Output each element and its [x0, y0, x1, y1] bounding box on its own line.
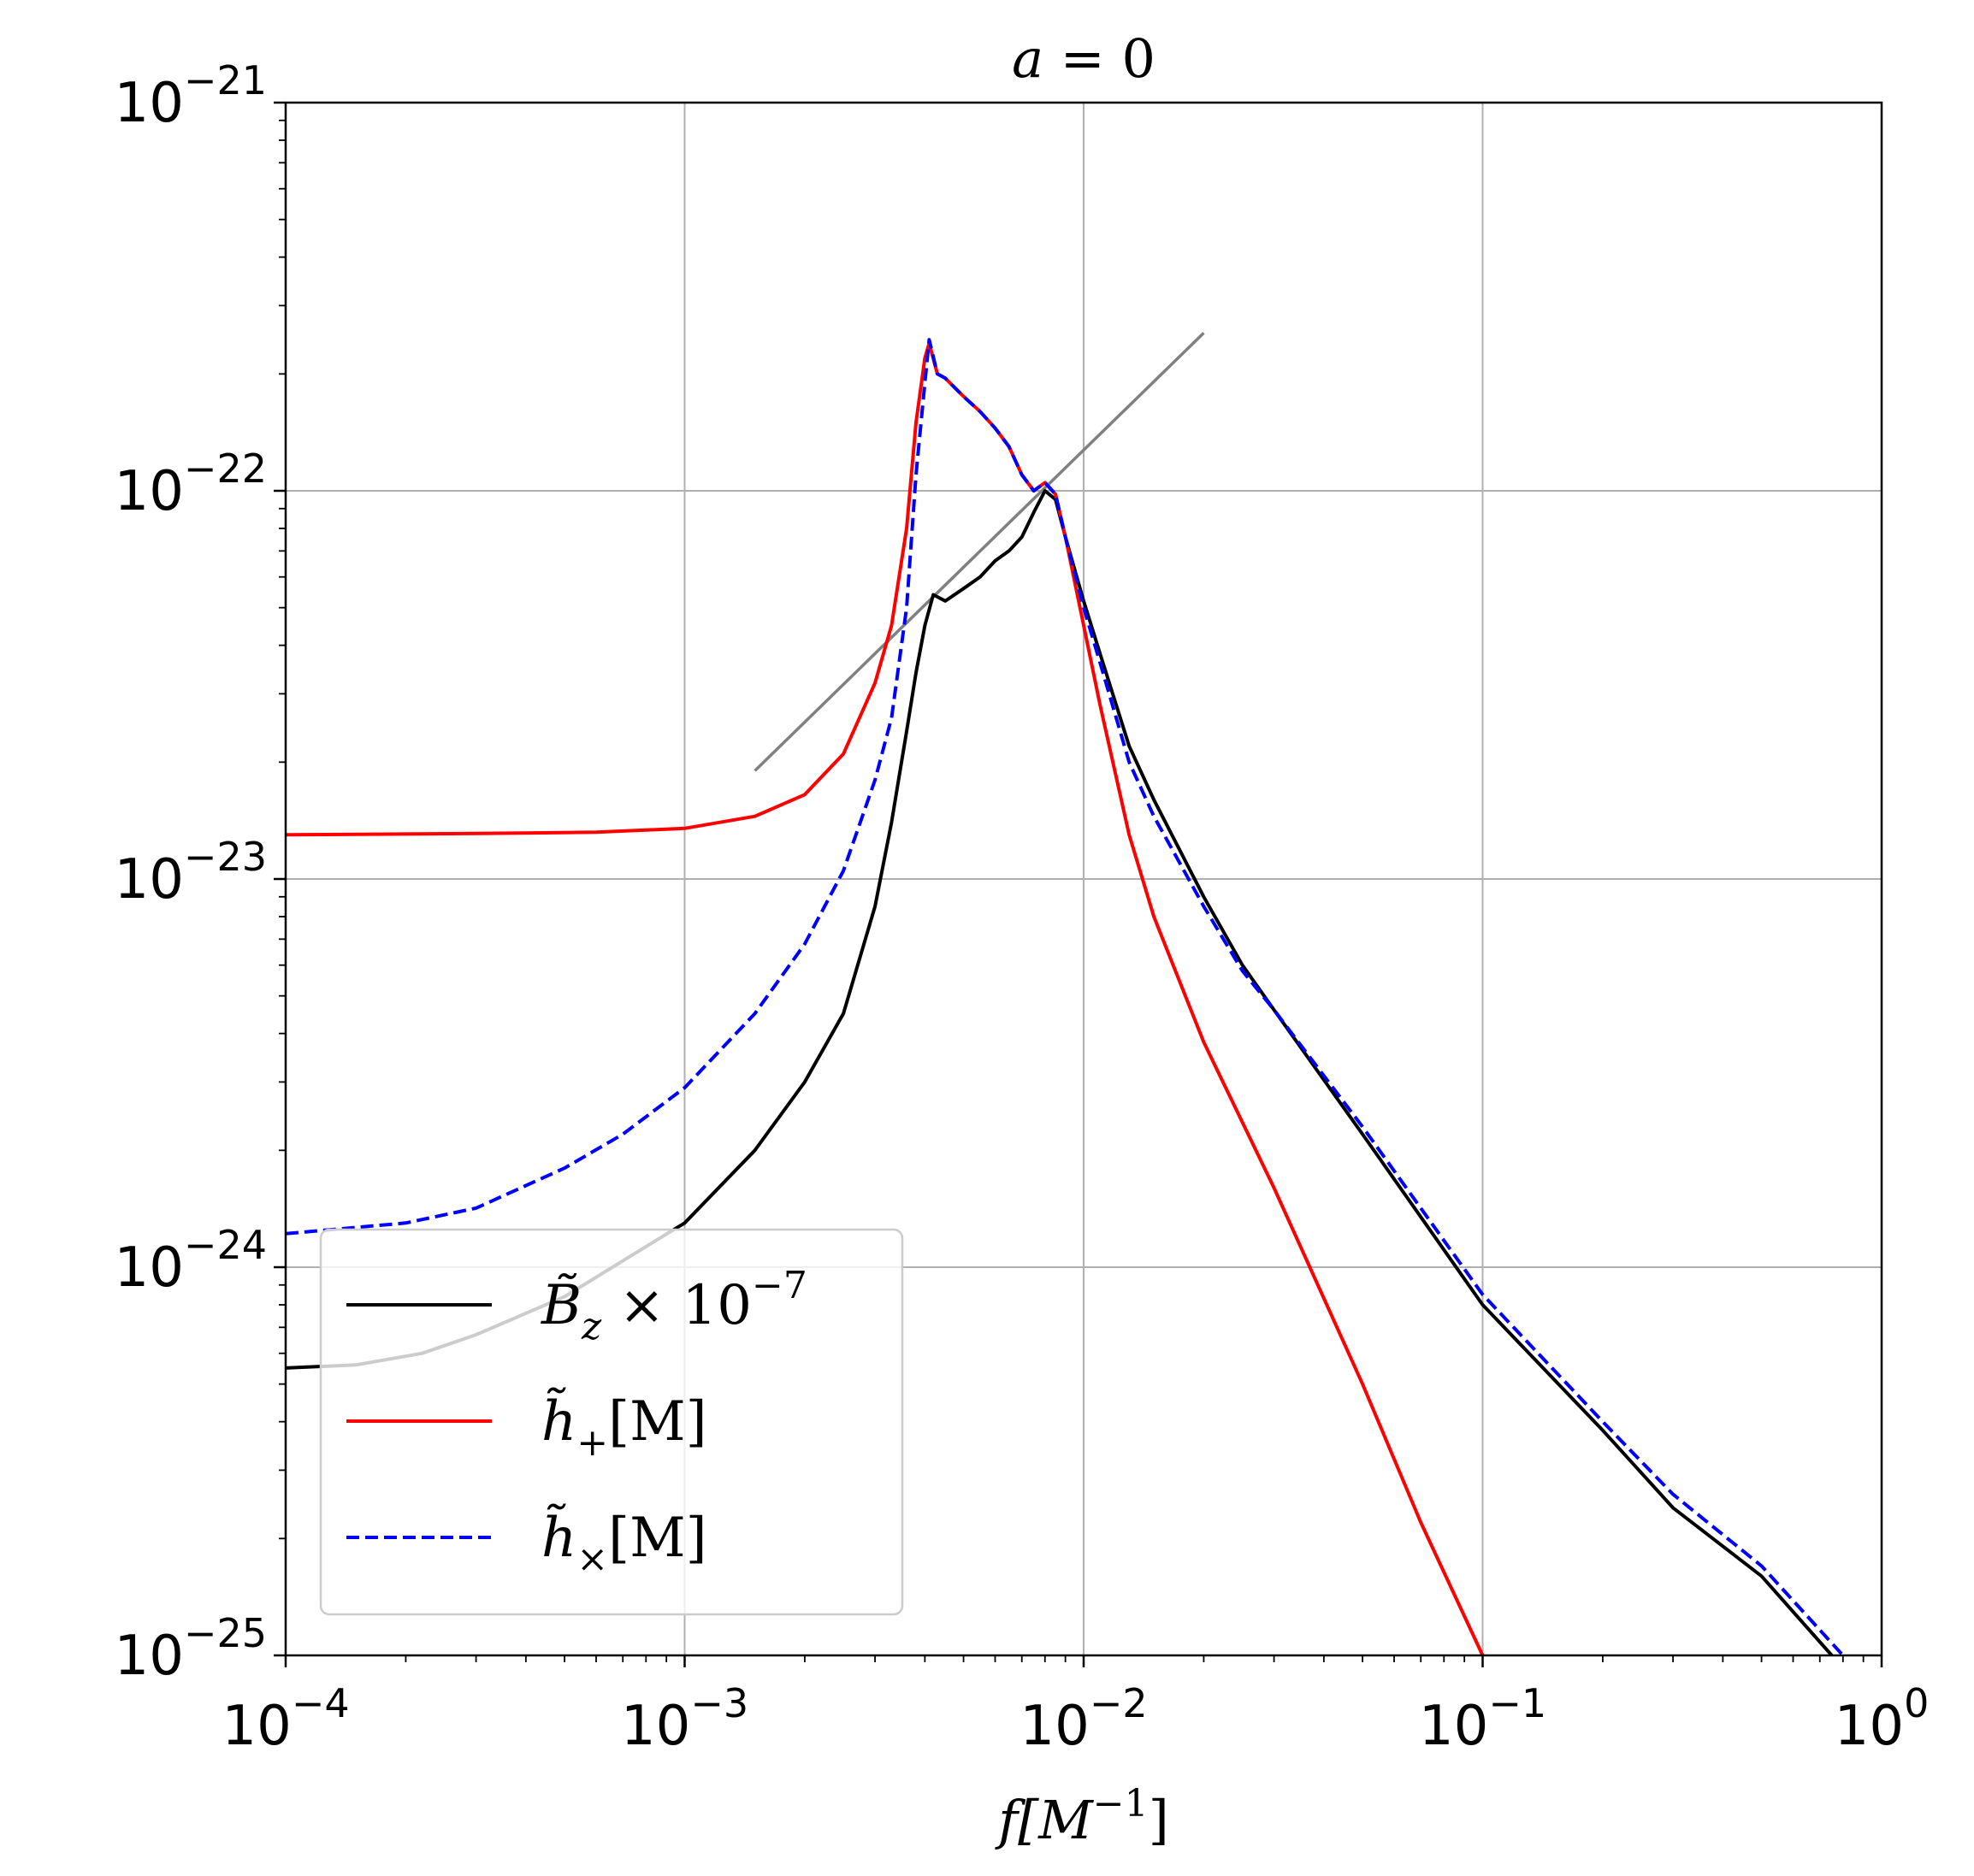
major-ticks	[274, 101, 1883, 1667]
x-tick-base: 10	[1835, 1695, 1904, 1758]
x-tick-exponent: −3	[690, 1680, 748, 1726]
y-tick-base: 10	[114, 460, 183, 523]
x-tick-labels: 10−4 10−3 10−2 10−1 100	[222, 1680, 1929, 1758]
x-tick-label: 10−4	[222, 1680, 349, 1758]
x-tick-base: 10	[1419, 1695, 1488, 1758]
legend-subscript: +	[576, 1421, 608, 1465]
y-tick-base: 10	[114, 848, 183, 911]
x-axis-label-sup: −1	[1093, 1782, 1149, 1826]
series-line-2	[286, 338, 1845, 1655]
y-tick-exponent: −22	[184, 445, 267, 492]
y-tick-label: 10−25	[114, 1610, 267, 1688]
y-tick-exponent: −21	[184, 57, 267, 103]
y-tick-label: 10−22	[114, 445, 267, 523]
legend-mid: [M]	[608, 1390, 706, 1454]
legend-subscript: z	[581, 1305, 602, 1348]
x-tick-exponent: −2	[1090, 1680, 1148, 1726]
legend-label: B̃z × 10−7	[541, 1264, 807, 1348]
series-layer	[286, 332, 1845, 1655]
legend: B̃z × 10−7h̃+[M]h̃×[M]	[319, 1228, 904, 1616]
legend-label: h̃×[M]	[541, 1504, 707, 1581]
y-tick-label: 10−21	[114, 57, 267, 135]
legend-superscript: −7	[752, 1264, 807, 1307]
legend-box	[319, 1228, 904, 1616]
x-axis-label-rest: [M	[1018, 1789, 1094, 1851]
x-tick-exponent: 0	[1904, 1680, 1929, 1726]
reference-line	[754, 332, 1205, 772]
plot-frame	[284, 101, 1883, 1657]
x-tick-label: 10−3	[621, 1680, 748, 1758]
y-tick-base: 10	[114, 72, 183, 135]
x-tick-label: 10−1	[1419, 1680, 1546, 1758]
legend-label: h̃+[M]	[541, 1388, 707, 1465]
x-tick-label: 100	[1835, 1680, 1930, 1758]
y-tick-label: 10−24	[114, 1222, 267, 1300]
legend-main: B̃	[541, 1273, 582, 1337]
x-tick-base: 10	[621, 1695, 690, 1758]
y-tick-exponent: −23	[184, 834, 267, 880]
plot-area	[286, 332, 1845, 1655]
title-variable: a	[1012, 27, 1043, 90]
x-tick-label: 10−2	[1020, 1680, 1147, 1758]
legend-main: h̃	[541, 1388, 576, 1454]
legend-subscript: ×	[576, 1537, 608, 1581]
x-tick-exponent: −4	[292, 1680, 350, 1726]
title-equals: = 0	[1043, 27, 1155, 90]
x-axis-label: f[M−1]	[995, 1782, 1169, 1851]
series-line-0	[286, 489, 1834, 1655]
legend-mid: [M]	[608, 1507, 706, 1570]
legend-main: h̃	[541, 1504, 576, 1570]
chart-title: a = 0	[1012, 27, 1155, 90]
y-tick-base: 10	[114, 1236, 183, 1300]
x-tick-exponent: −1	[1488, 1680, 1546, 1726]
y-tick-exponent: −25	[184, 1610, 267, 1656]
x-tick-base: 10	[222, 1695, 291, 1758]
y-tick-label: 10−23	[114, 834, 267, 911]
minor-ticks	[279, 119, 1865, 1662]
x-axis-label-close: ]	[1149, 1789, 1169, 1851]
y-tick-exponent: −24	[184, 1222, 267, 1268]
x-tick-base: 10	[1020, 1695, 1089, 1758]
legend-mid: × 10	[601, 1274, 752, 1337]
y-tick-base: 10	[114, 1625, 183, 1688]
